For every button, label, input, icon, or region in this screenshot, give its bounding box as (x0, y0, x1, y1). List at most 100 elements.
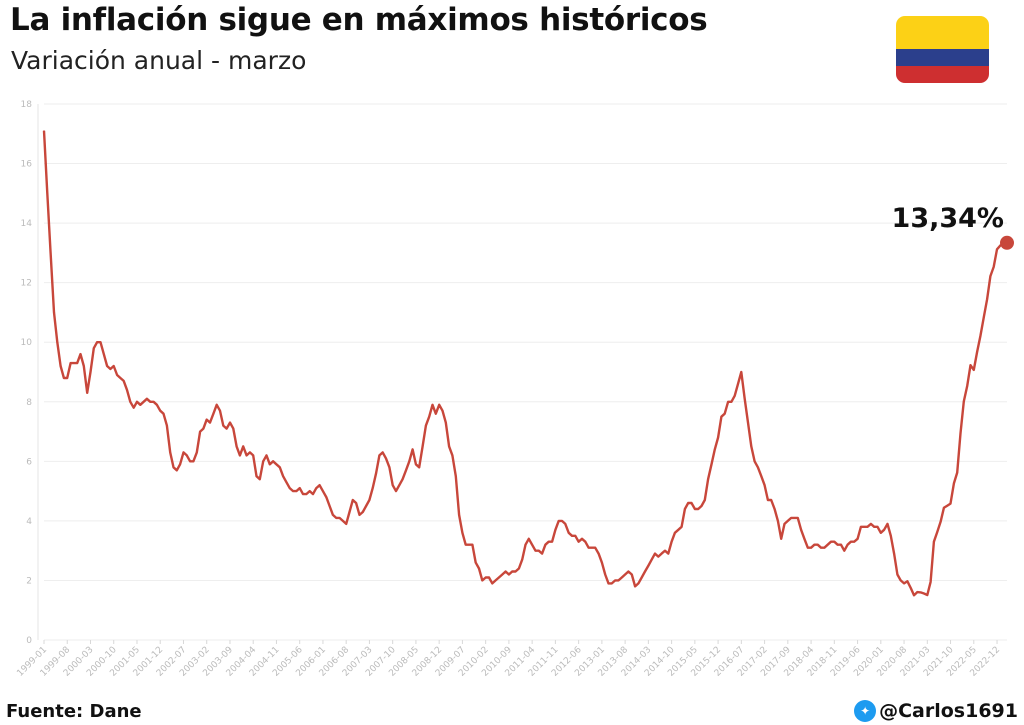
data-points (43, 130, 1008, 596)
data-point (425, 425, 427, 427)
data-point (910, 587, 912, 589)
data-point (521, 559, 523, 561)
data-point (362, 511, 364, 513)
data-point (262, 460, 264, 462)
y-tick-label: 14 (21, 219, 33, 229)
data-point (611, 582, 613, 585)
data-point (408, 460, 410, 462)
data-point (481, 579, 483, 582)
data-point (674, 532, 676, 534)
data-point (156, 404, 158, 406)
data-point (787, 520, 789, 522)
data-point (255, 475, 258, 477)
data-point (949, 503, 952, 505)
data-point (159, 410, 161, 412)
data-point (269, 463, 271, 465)
y-axis: 0 2 4 6 8 10 12 14 16 18 (21, 100, 39, 646)
data-point (923, 592, 925, 595)
y-tick-label: 2 (26, 576, 32, 586)
data-point (886, 523, 889, 525)
data-point (418, 466, 420, 468)
data-point (508, 573, 510, 576)
data-point (501, 573, 503, 576)
data-point (913, 594, 915, 596)
data-point (348, 511, 351, 513)
data-point (783, 523, 786, 525)
data-point (873, 526, 875, 528)
data-point (199, 431, 201, 433)
data-point (56, 341, 58, 343)
last-value-marker (1000, 235, 1014, 250)
data-point (60, 365, 62, 367)
data-point (206, 419, 208, 421)
data-point (734, 395, 736, 397)
data-point (764, 484, 766, 486)
data-point (744, 398, 746, 400)
data-point (192, 460, 194, 462)
data-point (50, 252, 52, 254)
data-point (229, 422, 231, 424)
data-point (143, 401, 145, 403)
data-point (863, 526, 865, 528)
data-point (601, 562, 603, 564)
data-point (498, 576, 500, 579)
data-point (963, 400, 965, 403)
data-point (916, 591, 918, 593)
data-point (538, 550, 540, 552)
data-point (707, 478, 709, 480)
data-point (993, 266, 995, 268)
data-point (996, 248, 998, 250)
data-point (591, 547, 593, 549)
data-point (837, 544, 839, 546)
data-point (392, 484, 394, 486)
data-point (627, 570, 630, 573)
data-point (189, 460, 191, 462)
data-point (803, 538, 806, 540)
data-point (315, 487, 317, 489)
data-point (518, 567, 520, 570)
data-point (232, 428, 234, 430)
data-point (720, 416, 723, 418)
data-point (883, 529, 885, 531)
data-point (488, 576, 490, 579)
data-point (774, 508, 776, 510)
data-point (969, 364, 972, 366)
data-point (850, 541, 852, 543)
author-handle[interactable]: ✦ @Carlos1691 (854, 700, 1018, 722)
data-point (196, 451, 198, 453)
data-point (651, 559, 653, 561)
data-point (153, 401, 155, 403)
data-point (986, 298, 988, 300)
data-point (322, 490, 324, 492)
y-tick-label: 16 (21, 160, 33, 170)
data-point (926, 594, 928, 596)
data-point (378, 454, 380, 456)
data-point (561, 520, 563, 522)
data-point (219, 410, 221, 412)
data-point (574, 535, 576, 537)
data-point (903, 582, 905, 585)
data-point (329, 505, 331, 507)
data-point (528, 538, 530, 540)
data-point (222, 425, 224, 427)
data-point (890, 535, 892, 537)
data-point (900, 579, 902, 582)
data-point (485, 576, 487, 579)
data-point (431, 404, 434, 406)
data-point (186, 454, 188, 456)
data-point (634, 585, 636, 588)
data-point (412, 448, 414, 450)
data-point (475, 562, 477, 564)
y-tick-label: 12 (21, 279, 32, 289)
data-point (548, 541, 550, 543)
data-point (478, 567, 480, 570)
data-point (166, 425, 168, 427)
data-point (242, 445, 244, 447)
data-point (710, 463, 713, 465)
data-point (226, 428, 228, 430)
data-point (637, 582, 640, 585)
chart-subtitle: Variación anual - marzo (11, 46, 307, 75)
data-point (169, 451, 171, 453)
data-point (435, 413, 437, 415)
data-point (661, 553, 663, 555)
